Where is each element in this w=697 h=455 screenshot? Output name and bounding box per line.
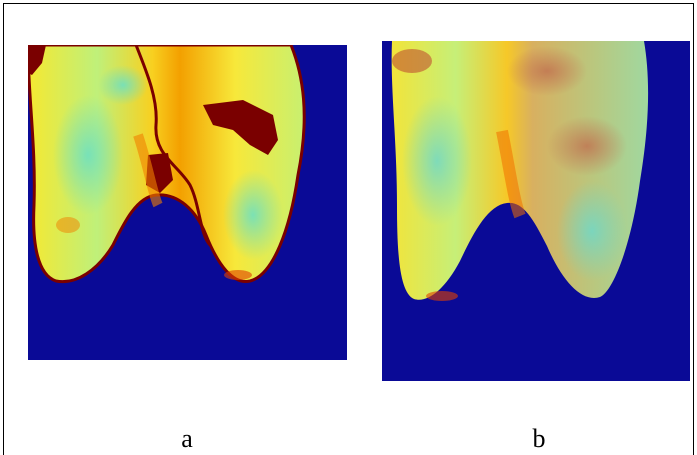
thermogram-image-b — [382, 41, 690, 381]
caption-a: a — [181, 424, 193, 453]
figure-frame: a b — [3, 3, 694, 455]
thermogram-panel-a — [28, 45, 347, 360]
caption-b: b — [532, 424, 546, 453]
thermogram-panel-b — [382, 41, 690, 381]
thermogram-image-a — [28, 45, 347, 360]
